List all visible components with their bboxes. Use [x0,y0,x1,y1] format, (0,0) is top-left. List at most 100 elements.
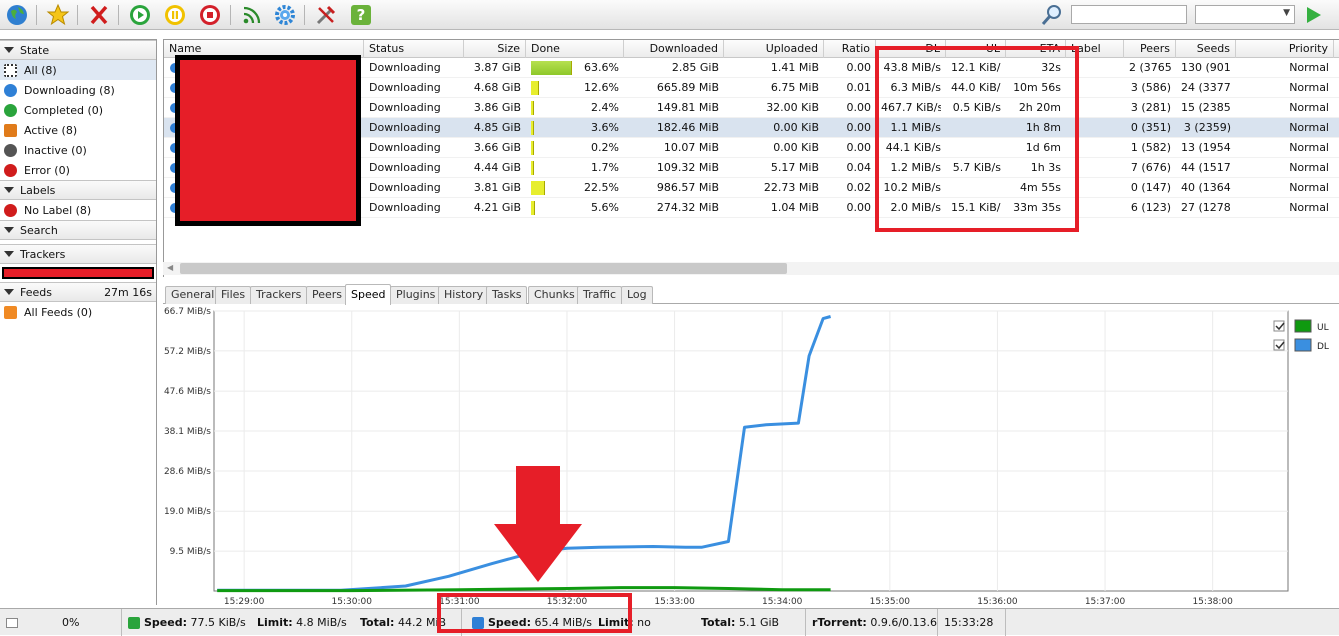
globe-icon[interactable] [4,2,30,28]
table-row[interactable]: Downloading 3.86 GiB 2.4% 149.81 MiB 32.00 K… [164,98,1339,118]
tab-tasks[interactable]: Tasks [486,286,528,304]
tab-general[interactable]: General [165,286,221,304]
cell-size: 4.68 GiB [473,81,521,94]
col-status[interactable]: Status [364,40,464,58]
progress-bar [531,201,535,215]
scrollbar-thumb[interactable] [180,263,787,274]
redacted-block [2,267,154,279]
y-tick-label: 38.1 MiB/s [164,427,211,437]
cell-ul: 12.1 KiB/s [951,61,1001,74]
tab-speed[interactable]: Speed [345,284,392,305]
cell-ratio: 0.00 [846,101,872,114]
x-tick-label: 15:36:00 [977,597,1018,605]
col-name[interactable]: Name [164,40,364,58]
cell-eta: 1h 8m [1025,121,1061,134]
tracker-item[interactable] [0,264,156,282]
search-section-header[interactable]: Search [0,220,156,240]
labels-section-header[interactable]: Labels [0,180,156,200]
cell-status: Downloading [369,61,441,74]
table-row[interactable]: Downloading 3.81 GiB 22.5% 986.57 MiB 22.73 … [164,178,1339,198]
cell-eta: 1h 3s [1030,161,1061,174]
star-icon[interactable] [45,2,71,28]
cell-done: 1.7% [531,158,619,178]
col-downloaded[interactable]: Downloaded [624,40,724,58]
legend-checkbox[interactable] [1273,320,1285,332]
col-priority[interactable]: Priority [1236,40,1334,58]
sidebar-item-all[interactable]: All (8) [0,60,156,80]
sidebar-item-error[interactable]: Error (0) [0,160,156,180]
cell-eta: 10m 56s [1013,81,1061,94]
y-tick-label: 19.0 MiB/s [164,507,211,517]
cell-priority: Normal [1289,121,1329,134]
all-icon [4,63,17,77]
redacted-block [175,55,361,226]
toolbar-separator [230,5,231,25]
sidebar-item-active[interactable]: Active (8) [0,120,156,140]
col-size[interactable]: Size [464,40,526,58]
legend-checkbox[interactable] [1273,339,1285,351]
feeds-section-header[interactable]: Feeds 27m 16s [0,282,156,302]
cell-ratio: 0.02 [846,181,872,194]
col-peers[interactable]: Peers [1124,40,1176,58]
cell-uploaded: 0.00 KiB [773,141,819,154]
cell-seeds: 13 (1954) [1181,141,1231,154]
x-tick-label: 15:30:00 [332,597,373,605]
cell-priority: Normal [1289,101,1329,114]
trackers-section-header[interactable]: Trackers [0,244,156,264]
tab-chunks[interactable]: Chunks [528,286,581,304]
help-icon[interactable]: ? [348,2,374,28]
search-icon[interactable] [1039,2,1065,28]
sidebar-item-all-feeds[interactable]: All Feeds (0) [0,302,156,322]
collapse-arrow-icon [4,227,14,233]
table-row[interactable]: Downloading 4.68 GiB 12.6% 665.89 MiB 6.75 M… [164,78,1339,98]
table-row[interactable]: Downloading 4.85 GiB 3.6% 182.46 MiB 0.00 Ki… [164,118,1339,138]
search-input[interactable] [1071,5,1187,24]
tab-plugins[interactable]: Plugins [390,286,442,304]
sidebar-item-downloading[interactable]: Downloading (8) [0,80,156,100]
cell-status: Downloading [369,181,441,194]
cell-uploaded: 32.00 KiB [766,101,819,114]
cell-downloaded: 665.89 MiB [656,81,719,94]
tab-trackers[interactable]: Trackers [250,286,308,304]
svg-text:?: ? [357,6,366,24]
detail-tabs: General Files Trackers Peers Speed Plugi… [163,284,1339,305]
cell-seeds: 3 (2359) [1183,121,1231,134]
table-row[interactable]: Downloading 4.44 GiB 1.7% 109.32 MiB 5.17 Mi… [164,158,1339,178]
pause-icon[interactable] [162,2,188,28]
cell-seeds: 44 (1517) [1181,161,1231,174]
col-done[interactable]: Done [526,40,624,58]
cell-seeds: 15 (2385) [1181,101,1231,114]
sidebar-item-no-label[interactable]: No Label (8) [0,200,156,220]
start-icon[interactable] [127,2,153,28]
tab-log[interactable]: Log [621,286,653,304]
tools-icon[interactable] [313,2,339,28]
scroll-left-icon[interactable]: ◀ [167,263,174,272]
filter-select[interactable]: ▼ [1195,5,1295,24]
cell-priority: Normal [1289,201,1329,214]
cell-size: 3.86 GiB [473,101,521,114]
stop-icon[interactable] [197,2,223,28]
progress-bar [531,141,534,155]
col-uploaded[interactable]: Uploaded [724,40,824,58]
play-icon[interactable] [1300,2,1326,28]
sidebar: State All (8) Downloading (8) Completed … [0,39,157,605]
cell-seeds: 40 (1364) [1181,181,1231,194]
cell-size: 4.21 GiB [473,201,521,214]
tab-peers[interactable]: Peers [306,286,349,304]
tab-traffic[interactable]: Traffic [577,286,623,304]
sidebar-item-inactive[interactable]: Inactive (0) [0,140,156,160]
tab-files[interactable]: Files [215,286,252,304]
state-section-header[interactable]: State [0,40,156,60]
settings-icon[interactable] [272,2,298,28]
tab-history[interactable]: History [438,286,490,304]
progress-bar [531,161,534,175]
x-tick-label: 15:37:00 [1085,597,1126,605]
col-ratio[interactable]: Ratio [824,40,876,58]
rss-icon[interactable] [239,2,265,28]
col-seeds[interactable]: Seeds [1176,40,1236,58]
check-icon [1275,341,1285,350]
downloading-icon [4,83,17,97]
sidebar-item-completed[interactable]: Completed (0) [0,100,156,120]
delete-icon[interactable] [86,2,112,28]
table-row[interactable]: Downloading 3.87 GiB 63.6% 2.85 GiB 1.41 MiB… [164,58,1339,78]
